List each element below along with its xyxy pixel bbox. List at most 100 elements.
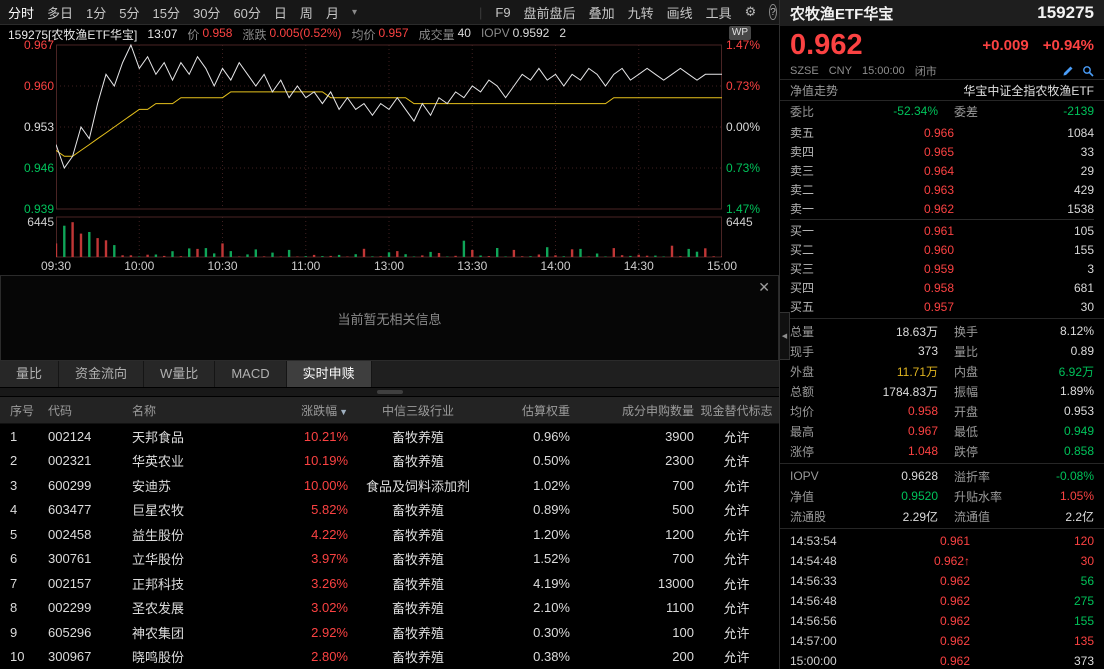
toolbar-period-7[interactable]: 日: [273, 5, 287, 21]
chart-token-2: 均价 0.957: [352, 26, 409, 43]
toolbar-period-9[interactable]: 月: [325, 5, 339, 21]
table-header-3[interactable]: 涨跌幅 ▼: [301, 403, 348, 418]
bid-row: 买一 0.961 105: [780, 221, 1104, 240]
tab-3[interactable]: MACD: [215, 361, 287, 387]
table-header-4[interactable]: 中信三级行业: [381, 403, 454, 418]
toolbar-tool-4[interactable]: 画线: [666, 5, 693, 21]
toolbar-tool-1[interactable]: 盘前盘后: [523, 5, 576, 21]
table-cell-0: 2: [10, 453, 18, 469]
table-cell-5: 0.96%: [533, 428, 570, 444]
bid-price: 0.958: [923, 280, 954, 295]
table-cell-3: 10.00%: [303, 477, 348, 493]
search-icon[interactable]: [1082, 65, 1094, 77]
bid-label: 买二: [790, 243, 815, 257]
toolbar-tool-2[interactable]: 叠加: [588, 5, 615, 21]
table-cell-2: 正邦科技: [132, 576, 185, 592]
stat-value: 11.71万: [896, 364, 938, 379]
table-cell-3: 2.80%: [311, 649, 348, 665]
table-cell-1: 300761: [48, 551, 92, 567]
table-header-row: 序号 代码 名称 涨跌幅 ▼ 中信三级行业 估算权重 成分申购数量 现金替代标志: [0, 397, 779, 424]
nav-trend-link[interactable]: 净值走势: [790, 83, 839, 98]
help-icon[interactable]: ?: [769, 4, 777, 20]
table-row[interactable]: 2 002321 华英农业 10.19% 畜牧养殖 0.50% 2300 允许: [0, 449, 779, 474]
table-header-2[interactable]: 名称: [132, 403, 157, 418]
toolbar-period-0[interactable]: 分时: [8, 5, 35, 21]
table-cell-7: 允许: [723, 527, 750, 543]
wp-badge[interactable]: WP: [728, 26, 751, 40]
horizontal-splitter[interactable]: [0, 388, 779, 397]
table-row[interactable]: 8 002299 圣农发展 3.02% 畜牧养殖 2.10% 1100 允许: [0, 596, 779, 621]
table-header-0[interactable]: 序号: [10, 403, 35, 418]
weibi-value-0: -52.34%: [893, 104, 938, 118]
close-icon[interactable]: ✕: [758, 279, 770, 295]
security-name: 农牧渔ETF华宝: [790, 5, 894, 23]
table-row[interactable]: 1 002124 天邦食品 10.21% 畜牧养殖 0.96% 3900 允许: [0, 424, 779, 449]
ask-price: 0.964: [923, 163, 954, 178]
tab-4[interactable]: 实时申赎: [286, 361, 372, 387]
toolbar-period-8[interactable]: 周: [299, 5, 313, 21]
toolbar-tool-0[interactable]: F9: [495, 4, 511, 20]
toolbar-period-3[interactable]: 5分: [119, 5, 140, 21]
stat-label: 量比: [954, 344, 979, 359]
table-header-6[interactable]: 成分申购数量: [621, 403, 694, 418]
table-row[interactable]: 7 002157 正邦科技 3.26% 畜牧养殖 4.19% 13000 允许: [0, 571, 779, 596]
chart-token-5: 2: [559, 26, 566, 43]
table-header-7[interactable]: 现金替代标志: [700, 403, 773, 418]
toolbar-period-2[interactable]: 1分: [86, 5, 107, 21]
stat-label: 现手: [790, 344, 815, 359]
stat-label: 开盘: [954, 404, 979, 419]
tick-time: 14:56:48: [790, 594, 837, 608]
stat-value: 1.05%: [1059, 489, 1094, 503]
stat-value: 6.92万: [1058, 364, 1094, 379]
toolbar-period-6[interactable]: 60分: [233, 5, 261, 21]
intraday-chart-plot[interactable]: [56, 43, 722, 259]
tick-row: 14:54:48 0.962↑ 30: [780, 551, 1104, 571]
table-cell-3: 10.21%: [303, 428, 348, 444]
commission-ratio-row: 委比 -52.34% 委差 -2139: [780, 100, 1104, 121]
toolbar-tool-3[interactable]: 九转: [627, 5, 654, 21]
intraday-chart[interactable]: 0.967 0.960 0.953 0.946 0.939 1.47% 0.73% 0.00%…: [0, 38, 779, 259]
toolbar-period-1[interactable]: 多日: [47, 5, 74, 21]
toolbar-period-4[interactable]: 15分: [152, 5, 180, 21]
ask-volume: 429: [1073, 182, 1094, 197]
tab-2[interactable]: W量比: [144, 361, 216, 387]
table-row[interactable]: 9 605296 神农集团 2.92% 畜牧养殖 0.30% 100 允许: [0, 620, 779, 645]
chart-token-value: 0.957: [378, 25, 409, 40]
stat-row: 最高 0.967 最低 0.949: [780, 421, 1104, 441]
stat-value: 373: [917, 344, 938, 358]
table-body: 1 002124 天邦食品 10.21% 畜牧养殖 0.96% 3900 允许 2 002321 华…: [0, 424, 779, 669]
dropdown-caret-icon[interactable]: ▾: [351, 6, 357, 18]
gear-icon[interactable]: ⚙: [744, 4, 757, 19]
chart-token-label: 成交量: [418, 27, 455, 42]
tab-0[interactable]: 量比: [0, 361, 60, 387]
bid-volume: 105: [1073, 223, 1094, 238]
splitter-handle-icon: [376, 390, 403, 394]
toolbar-period-5[interactable]: 30分: [192, 5, 221, 21]
collapse-panel-handle[interactable]: ◀: [780, 312, 790, 360]
table-row[interactable]: 6 300761 立华股份 3.97% 畜牧养殖 1.52% 700 允许: [0, 547, 779, 572]
table-cell-0: 1: [10, 428, 18, 444]
stat-value: 0.967: [907, 424, 938, 438]
stat-value: 2.2亿: [1065, 509, 1094, 524]
y-axis-left-label: 0.967: [23, 38, 54, 52]
stat-row: 净值 0.9520 升贴水率 1.05%: [780, 486, 1104, 506]
time-tick-4: 13:00: [373, 259, 405, 273]
y-axis-right-label: 0.73%: [726, 161, 761, 175]
table-row[interactable]: 4 603477 巨星农牧 5.82% 畜牧养殖 0.89% 500 允许: [0, 498, 779, 523]
tick-price: 0.962: [939, 634, 970, 648]
table-row[interactable]: 3 600299 安迪苏 10.00% 食品及饲料添加剂 1.02% 700 允许: [0, 473, 779, 498]
table-cell-0: 8: [10, 600, 18, 616]
edit-icon[interactable]: [1062, 65, 1074, 77]
toolbar-tool-5[interactable]: 工具: [705, 5, 732, 21]
tab-1[interactable]: 资金流向: [59, 361, 145, 387]
table-header-5[interactable]: 估算权重: [521, 403, 570, 418]
chart-token-value: 0.005(0.52%): [269, 25, 342, 40]
stat-value: 0.958: [907, 404, 938, 418]
chart-token-1: 涨跌 0.005(0.52%): [242, 26, 341, 43]
stat-label: 涨停: [790, 444, 815, 459]
table-header-1[interactable]: 代码: [48, 403, 73, 418]
table-row[interactable]: 5 002458 益生股份 4.22% 畜牧养殖 1.20% 1200 允许: [0, 522, 779, 547]
table-row[interactable]: 10 300967 晓鸣股份 2.80% 畜牧养殖 0.38% 200 允许: [0, 645, 779, 669]
table-cell-7: 允许: [723, 429, 750, 445]
